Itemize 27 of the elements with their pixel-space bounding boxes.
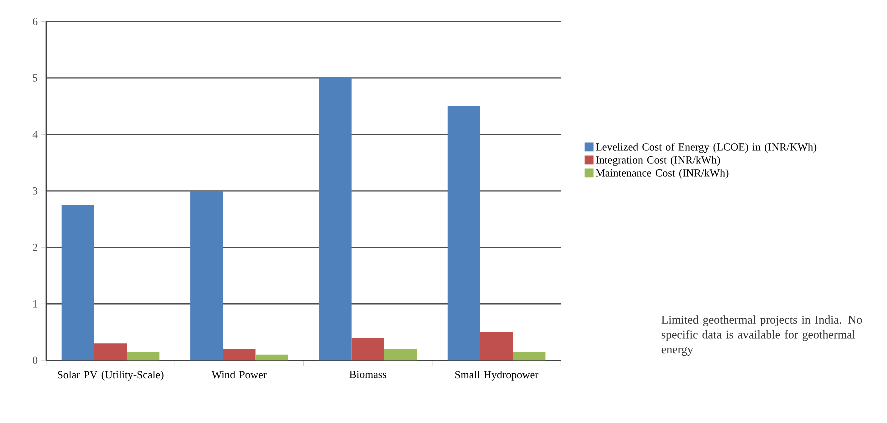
x-tick-label: Small Hydropower bbox=[456, 371, 539, 381]
x-tick-label: Solar PV (Utility-Scale) bbox=[58, 371, 164, 381]
legend-label: Levelized Cost of Energy (LCOE) in (INR/KWh) bbox=[596, 143, 817, 154]
y-tick-label: 2 bbox=[33, 244, 38, 252]
x-tick-label: Wind Power bbox=[212, 371, 267, 379]
bar bbox=[384, 349, 418, 361]
legend-label: Integration Cost (INR/kWh) bbox=[596, 156, 720, 166]
y-tick-label: 6 bbox=[33, 18, 38, 26]
text: Limited geothermal projects in India. No specific data is available for geothermal energy bbox=[662, 316, 862, 356]
bar bbox=[352, 338, 384, 361]
bar bbox=[513, 352, 546, 361]
bar bbox=[480, 332, 514, 361]
y-tick-label: 3 bbox=[33, 188, 38, 195]
bar bbox=[256, 355, 288, 361]
bar bbox=[62, 205, 94, 361]
bar bbox=[94, 344, 128, 361]
bar bbox=[448, 106, 480, 361]
bar bbox=[190, 191, 224, 361]
y-tick-label: 1 bbox=[34, 300, 38, 308]
x-tick-label: Biomass bbox=[350, 371, 386, 378]
y-tick-label: 0 bbox=[32, 357, 38, 364]
bar bbox=[127, 352, 160, 361]
y-tick-label: 4 bbox=[32, 131, 38, 138]
legend-label: Maintenance Cost (INR/kWh) bbox=[596, 169, 729, 180]
bar bbox=[319, 78, 352, 361]
y-tick-label: 5 bbox=[33, 74, 38, 82]
bar bbox=[223, 349, 256, 361]
